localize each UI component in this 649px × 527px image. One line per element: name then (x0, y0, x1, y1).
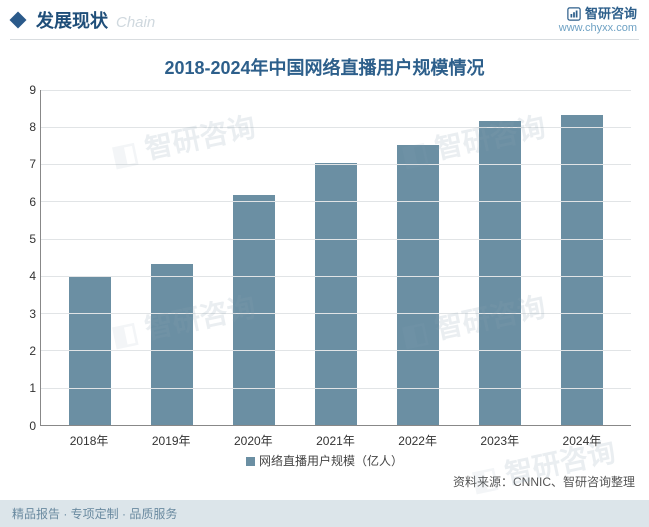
grid-line (41, 127, 631, 128)
header-rule (10, 39, 639, 40)
x-tick-label: 2019年 (150, 428, 192, 450)
y-tick-label: 6 (29, 195, 36, 209)
y-tick-label: 8 (29, 120, 36, 134)
y-tick-label: 3 (29, 307, 36, 321)
source-text: 资料来源：CNNIC、智研咨询整理 (0, 473, 635, 490)
chart-area: 0123456789 2018年2019年2020年2021年2022年2023… (10, 90, 631, 450)
x-tick-label: 2021年 (314, 428, 356, 450)
legend-swatch-icon (246, 457, 255, 466)
x-tick-label: 2020年 (232, 428, 274, 450)
bar (561, 115, 603, 425)
y-tick-label: 1 (29, 381, 36, 395)
brand-logo-icon (567, 7, 581, 21)
x-tick-label: 2018年 (68, 428, 110, 450)
x-tick-label: 2024年 (561, 428, 603, 450)
y-tick-label: 7 (29, 157, 36, 171)
footer-text: 精品报告 · 专项定制 · 品质服务 (12, 507, 177, 521)
header-right: 智研咨询 www.chyxx.com (559, 6, 637, 35)
plot-area (40, 90, 631, 426)
grid-line (41, 276, 631, 277)
section-title: 发展现状 (36, 7, 108, 33)
grid-line (41, 90, 631, 91)
chart-title: 2018-2024年中国网络直播用户规模情况 (0, 54, 649, 80)
grid-line (41, 350, 631, 351)
header-bar: 发展现状 Chain 智研咨询 www.chyxx.com (0, 0, 649, 37)
y-tick-label: 2 (29, 344, 36, 358)
brand-url: www.chyxx.com (559, 22, 637, 35)
bar (233, 195, 275, 425)
y-tick-label: 5 (29, 232, 36, 246)
x-axis-labels: 2018年 2019年 2020年 2021年 2022年 2023年 2024年 (40, 428, 631, 450)
bar (479, 121, 521, 425)
grid-line (41, 164, 631, 165)
x-tick-label: 2022年 (397, 428, 439, 450)
grid-line (41, 388, 631, 389)
footer-bar: 精品报告 · 专项定制 · 品质服务 (0, 500, 649, 527)
x-tick-label: 2023年 (479, 428, 521, 450)
grid-line (41, 239, 631, 240)
section-subtitle: Chain (116, 14, 155, 31)
y-axis: 0123456789 (10, 90, 40, 426)
bar (397, 145, 439, 425)
grid-line (41, 201, 631, 202)
y-tick-label: 0 (29, 419, 36, 433)
legend: 网络直播用户规模（亿人） (0, 452, 649, 469)
y-tick-label: 9 (29, 83, 36, 97)
grid-line (41, 313, 631, 314)
brand-name: 智研咨询 (585, 6, 637, 22)
header-left: 发展现状 Chain (12, 7, 155, 33)
legend-label: 网络直播用户规模（亿人） (259, 454, 403, 468)
bar (151, 264, 193, 425)
diamond-icon (10, 12, 27, 29)
y-tick-label: 4 (29, 269, 36, 283)
bars-container (41, 90, 631, 425)
brand-row: 智研咨询 (559, 6, 637, 22)
